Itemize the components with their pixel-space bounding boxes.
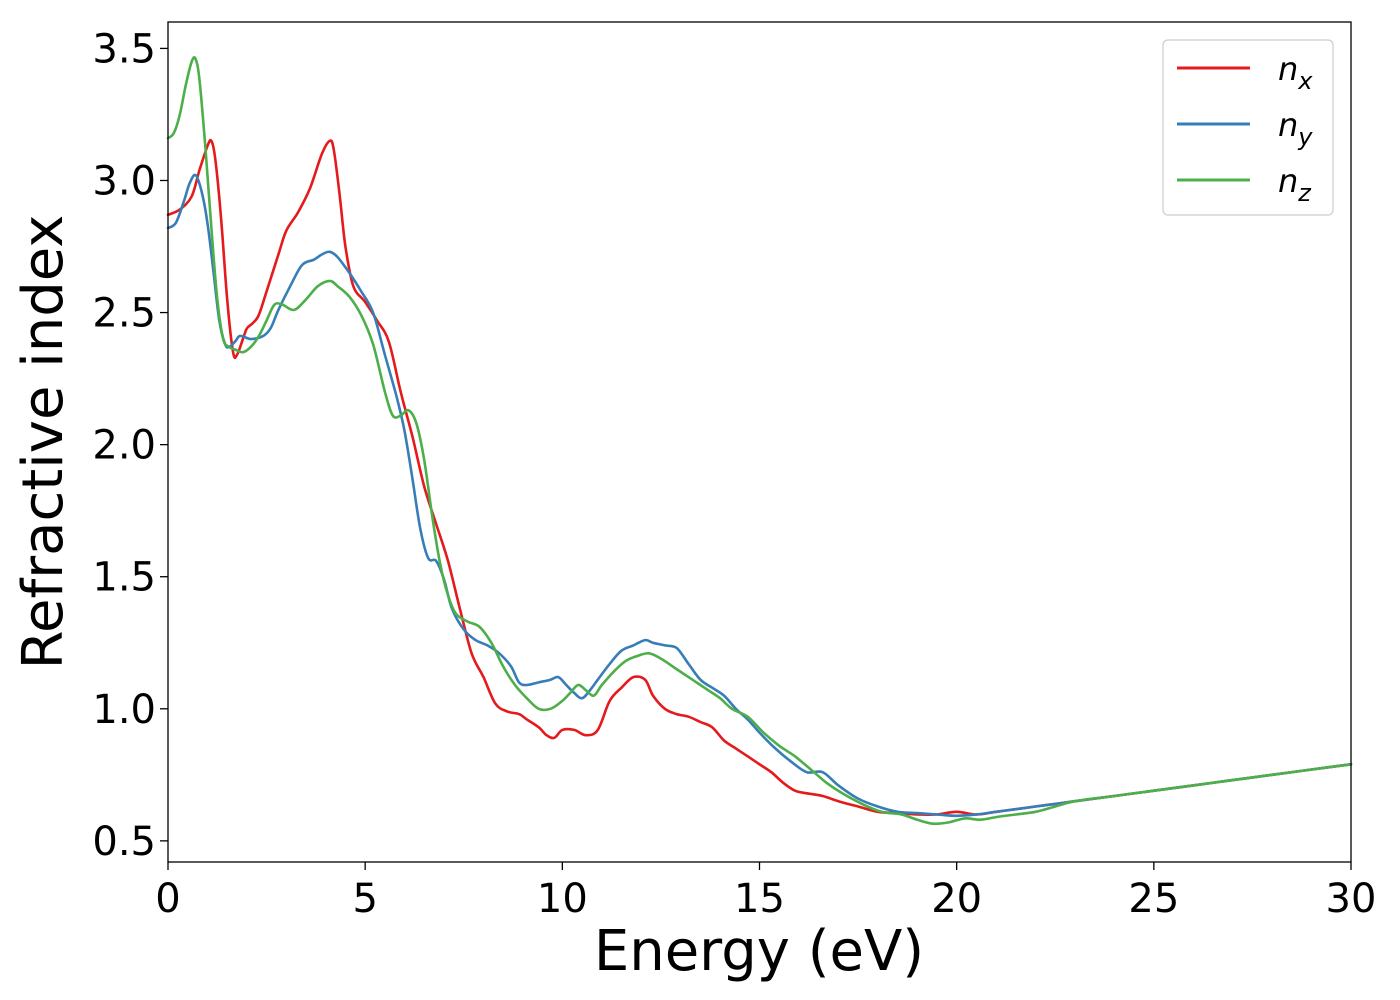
y-tick-label: 2.0 xyxy=(92,423,156,469)
y-tick-label: 1.5 xyxy=(92,555,156,601)
legend-label-n-y: ny xyxy=(1278,106,1313,151)
x-tick-label: 0 xyxy=(155,876,180,922)
x-tick-label: 10 xyxy=(537,876,588,922)
legend-label-n-x: nx xyxy=(1278,50,1313,95)
x-tick-label: 25 xyxy=(1128,876,1179,922)
x-axis-label: Energy (eV) xyxy=(594,919,924,984)
y-tick-label: 3.5 xyxy=(92,26,156,72)
y-tick-label: 3.0 xyxy=(92,158,156,204)
x-tick-label: 15 xyxy=(734,876,785,922)
x-axis-ticks: 0 5 10 15 20 25 30 xyxy=(155,862,1376,922)
x-tick-label: 30 xyxy=(1326,876,1377,922)
y-tick-label: 0.5 xyxy=(92,819,156,865)
series-line-n-z xyxy=(166,56,1353,826)
legend: nx ny nz xyxy=(1162,39,1334,216)
legend-frame xyxy=(1162,39,1334,216)
series-layer xyxy=(166,56,1353,826)
y-tick-label: 2.5 xyxy=(92,291,156,337)
y-axis-label: Refractive index xyxy=(11,215,76,670)
y-axis-ticks: 0.5 1.0 1.5 2.0 2.5 3.0 3.5 xyxy=(92,26,168,865)
series-line-n-y xyxy=(166,173,1353,818)
legend-label-n-z: nz xyxy=(1278,162,1312,207)
x-tick-label: 20 xyxy=(931,876,982,922)
series-line-n-x xyxy=(166,138,1353,817)
x-tick-label: 5 xyxy=(352,876,377,922)
y-tick-label: 1.0 xyxy=(92,687,156,733)
